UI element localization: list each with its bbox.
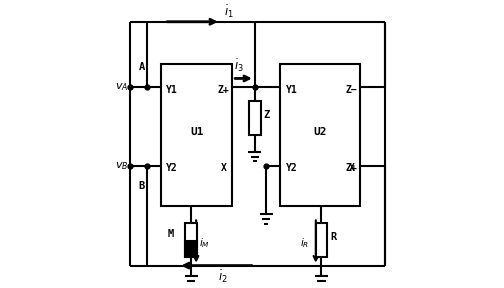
Text: $v_A$: $v_A$ [115, 81, 129, 93]
Text: $v_B$: $v_B$ [115, 160, 129, 172]
Text: Z+: Z+ [345, 163, 357, 173]
Bar [280, 64, 360, 206]
Text: U1: U1 [190, 127, 204, 137]
Text: Y1: Y1 [285, 85, 297, 95]
Text: Y2: Y2 [285, 163, 297, 173]
Text: $i_M$: $i_M$ [199, 236, 210, 250]
Bar [161, 64, 232, 206]
Text: X: X [349, 163, 355, 173]
Text: X: X [221, 163, 227, 173]
Text: Z−: Z− [345, 85, 357, 95]
Text: Z+: Z+ [218, 85, 229, 95]
Text: Z: Z [264, 110, 270, 120]
Bar [249, 101, 261, 135]
Text: U2: U2 [313, 127, 327, 137]
Text: Y2: Y2 [166, 163, 178, 173]
Text: Y1: Y1 [166, 85, 178, 95]
Bar [316, 223, 327, 257]
Text: $\dot{\imath}_2$: $\dot{\imath}_2$ [218, 268, 228, 285]
Text: $i_R$: $i_R$ [300, 236, 309, 250]
Text: $\dot{\imath}_1$: $\dot{\imath}_1$ [224, 3, 233, 20]
Text: R: R [331, 232, 337, 242]
Bar [185, 241, 197, 257]
Text: A: A [139, 62, 145, 72]
Text: $\dot{\imath}_3$: $\dot{\imath}_3$ [233, 57, 243, 74]
Text: M: M [168, 230, 174, 239]
Text: B: B [139, 181, 145, 191]
Bar [185, 223, 197, 257]
